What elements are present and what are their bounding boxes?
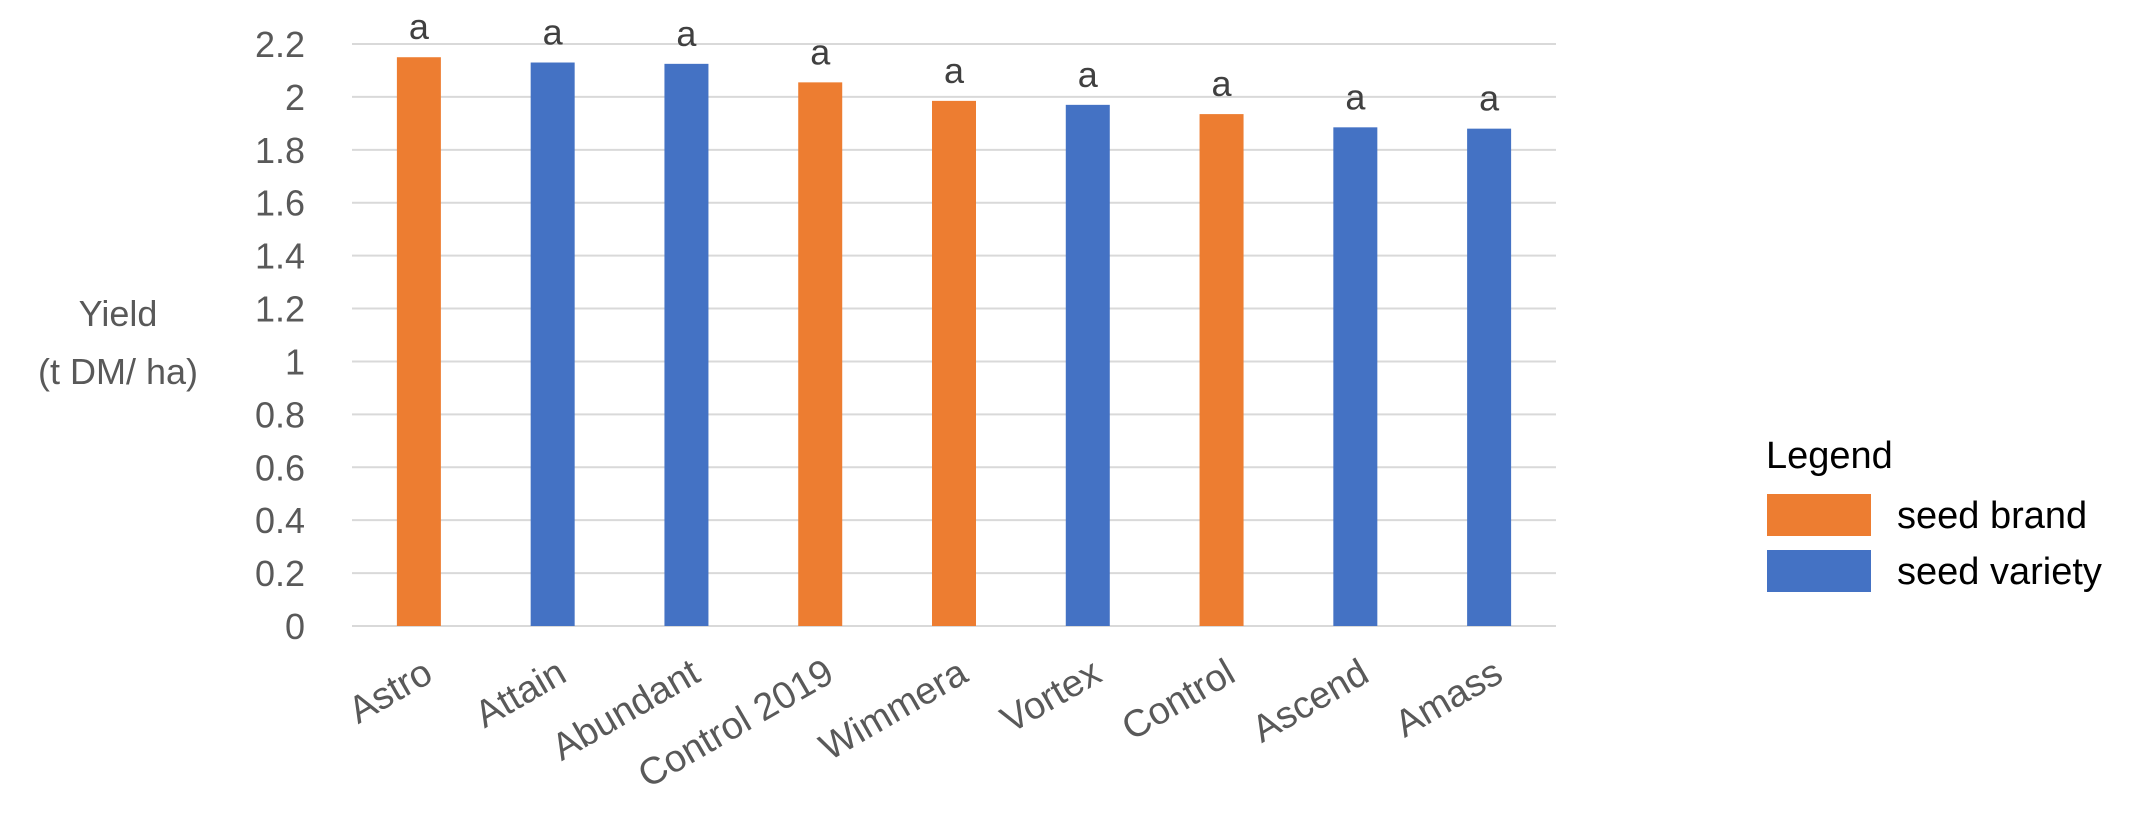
y-tick-label: 0: [285, 606, 305, 647]
category-label: Wimmera: [813, 651, 976, 769]
significance-letter: a: [1078, 54, 1099, 95]
category-label: Control: [1115, 651, 1242, 749]
category-label: Amass: [1388, 651, 1510, 745]
y-axis-ticks: 0 0.2 0.4 0.6 0.8 1 1.2 1.4 1.6 1.8 2 2.2: [255, 24, 305, 647]
y-tick-label: 2: [285, 77, 305, 118]
bar-control-2019: [798, 82, 843, 627]
y-axis-label: Yield (t DM/ ha): [38, 293, 198, 392]
bar-amass: [1467, 128, 1512, 626]
y-tick-label: 0.4: [255, 500, 305, 541]
significance-letter: a: [944, 50, 965, 91]
legend-swatch: [1767, 550, 1871, 592]
bar-attain: [530, 62, 575, 626]
legend-label: seed brand: [1897, 495, 2087, 537]
y-axis-label-line-1: Yield: [79, 293, 158, 334]
category-label: Astro: [342, 651, 440, 732]
y-tick-label: 1.4: [255, 236, 305, 277]
y-tick-label: 0.6: [255, 447, 305, 488]
y-tick-label: 0.2: [255, 553, 305, 594]
bar-abundant: [664, 63, 709, 627]
y-axis-label-line-2: (t DM/ ha): [38, 351, 198, 392]
significance-letter: a: [1212, 63, 1233, 104]
category-label: Vortex: [994, 651, 1108, 741]
significance-letter: a: [676, 13, 697, 54]
significance-letter: a: [409, 6, 430, 47]
legend-swatch: [1767, 494, 1871, 536]
bar-ascend: [1333, 127, 1378, 626]
bar-astro: [396, 57, 441, 626]
category-label: Attain: [468, 651, 573, 736]
legend-label: seed variety: [1897, 551, 2102, 593]
y-tick-label: 1: [285, 341, 305, 382]
y-tick-label: 1.2: [255, 289, 305, 330]
y-tick-label: 1.8: [255, 130, 305, 171]
significance-letter: a: [810, 31, 831, 72]
bar-vortex: [1065, 104, 1110, 626]
significance-letter: a: [1479, 78, 1500, 119]
significance-letter: a: [1345, 76, 1366, 117]
category-label: Ascend: [1245, 651, 1376, 751]
y-tick-label: 0.8: [255, 394, 305, 435]
bars: [396, 57, 1512, 627]
bar-control: [1199, 114, 1244, 626]
legend-title: Legend: [1766, 435, 1893, 477]
significance-letter: a: [543, 12, 564, 53]
significance-letters: a a a a a a a a a: [409, 6, 1500, 118]
y-tick-label: 2.2: [255, 24, 305, 65]
legend: Legend seed brand seed variety: [1766, 435, 2102, 593]
bar-wimmera: [932, 100, 976, 627]
y-tick-label: 1.6: [255, 183, 305, 224]
